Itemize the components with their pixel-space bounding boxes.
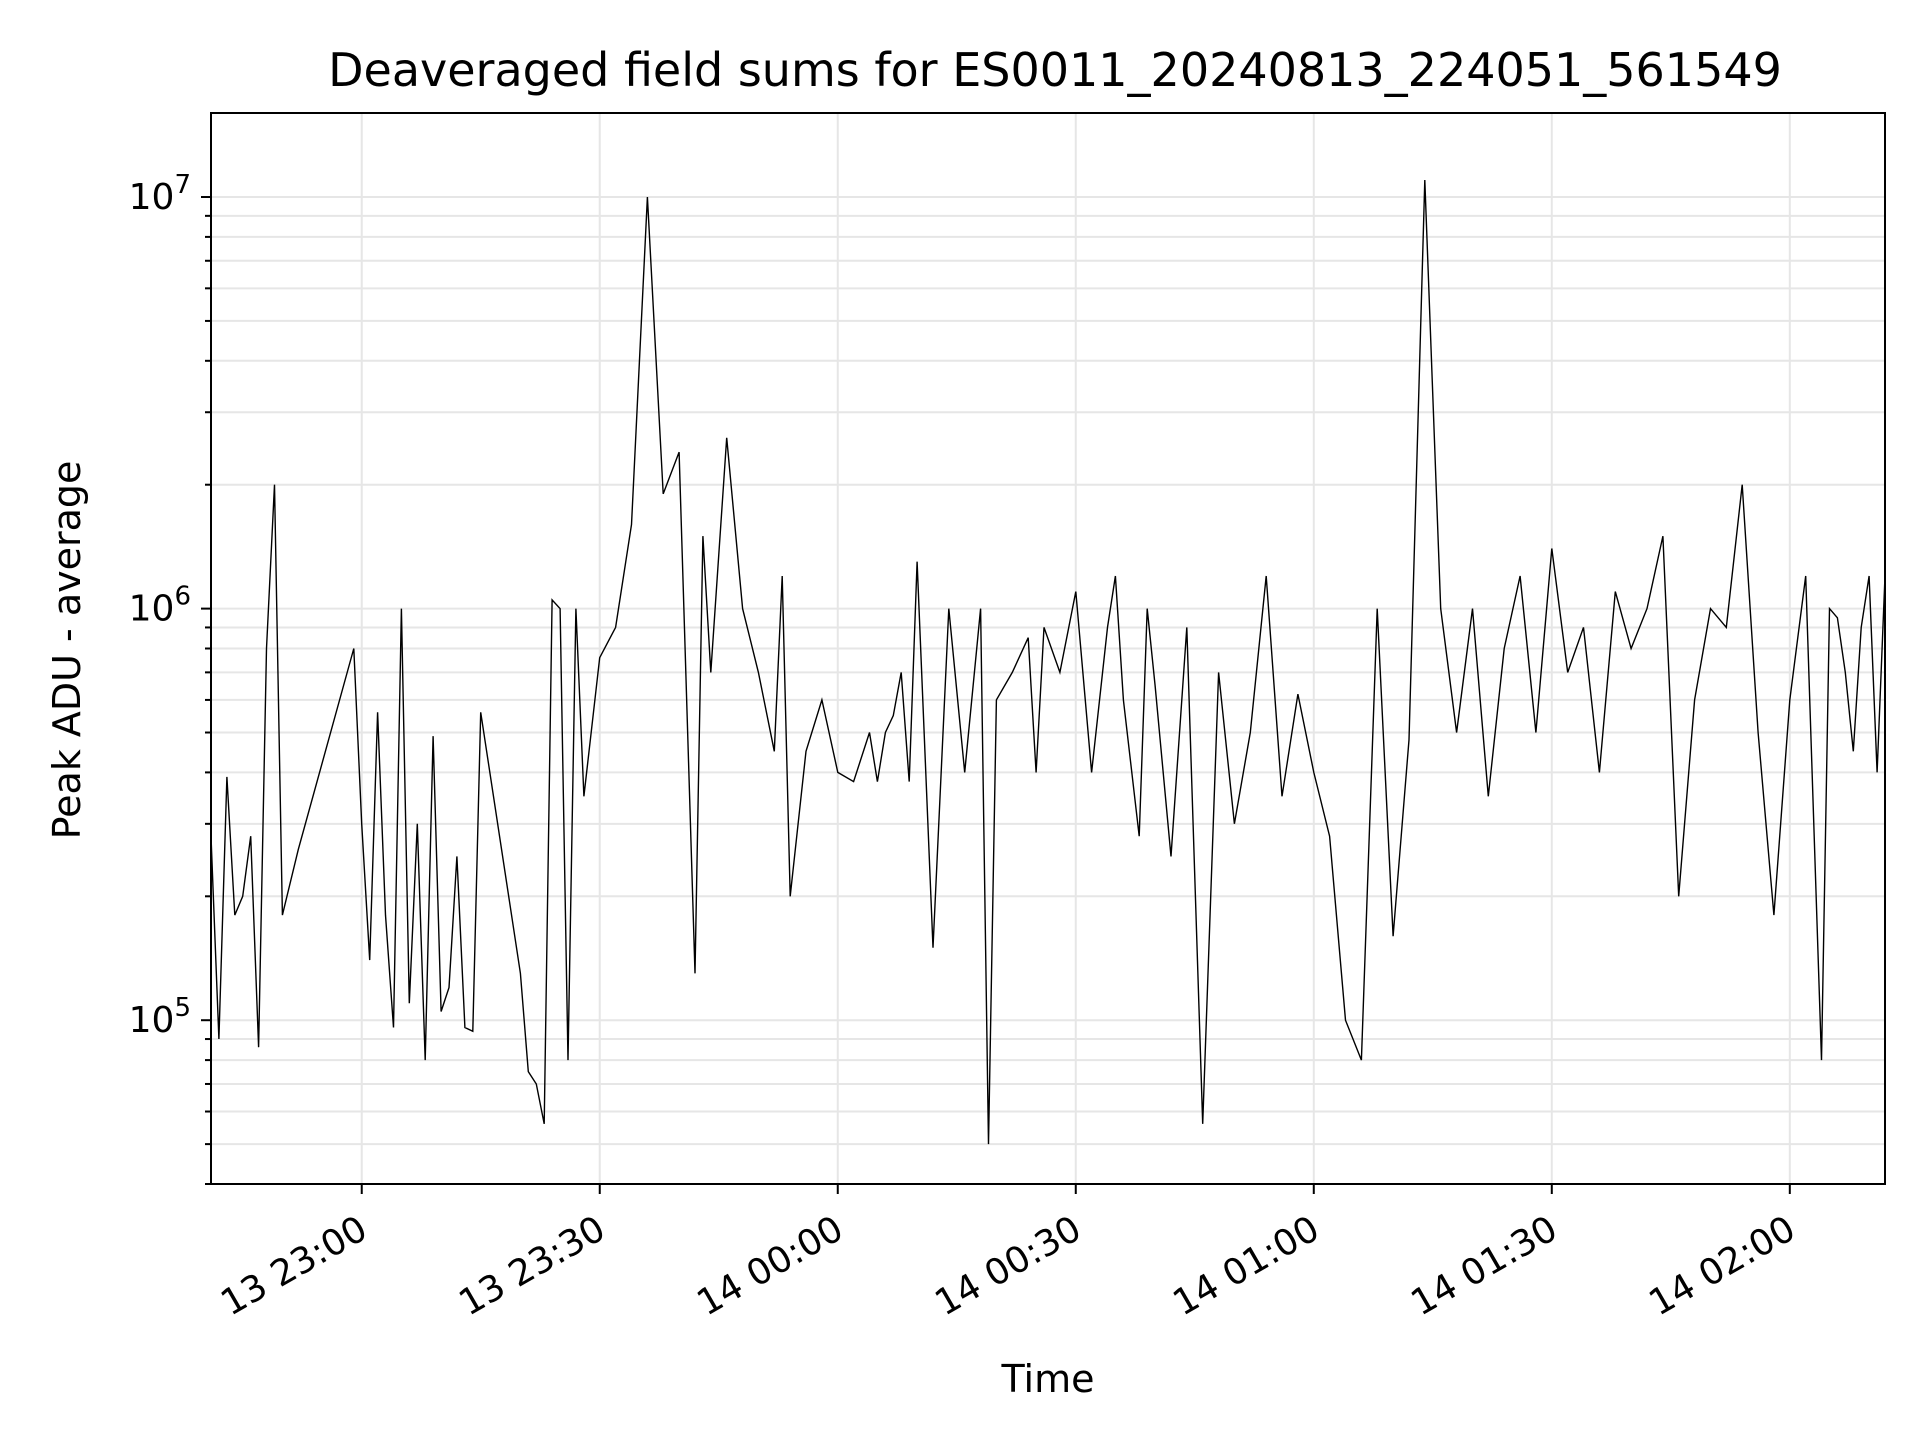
y-tick-label: 106 [129, 582, 191, 630]
plot-area [210, 179, 1886, 1145]
y-tick-label: 105 [129, 993, 191, 1041]
x-axis-label: Time [1001, 1357, 1095, 1401]
series-line [210, 179, 1886, 1145]
chart-title: Deaveraged field sums for ES0011_2024081… [328, 43, 1782, 97]
y-axis: 105 106 107 [129, 170, 211, 1185]
grid-lines [211, 113, 1885, 1185]
y-axis-label: Peak ADU - average [45, 461, 89, 840]
y-tick-label: 107 [129, 170, 191, 218]
